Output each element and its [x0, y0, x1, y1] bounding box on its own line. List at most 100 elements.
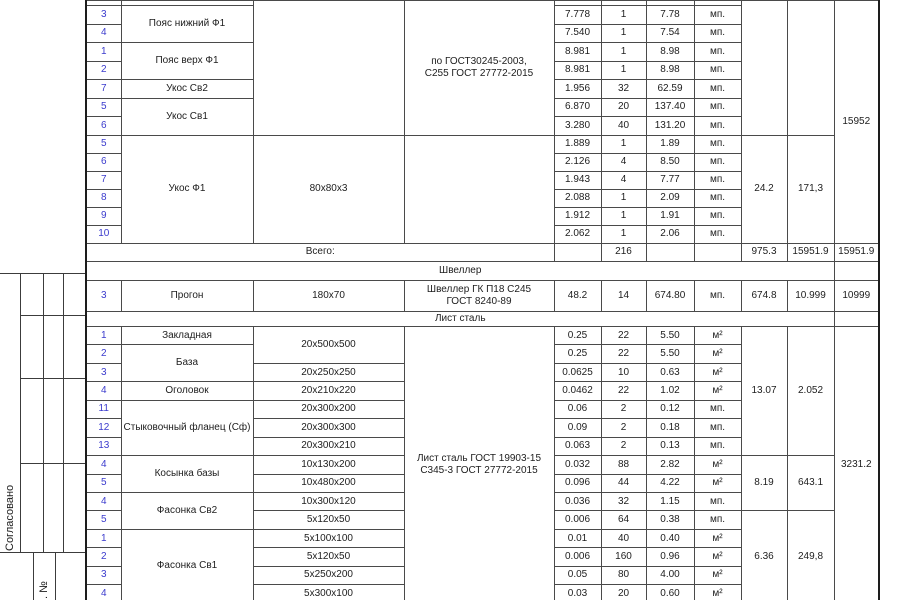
- quantity-cell: 1: [600, 23, 647, 43]
- unit-cell: м²: [693, 381, 742, 401]
- dimension-cell: 20x500x500: [252, 326, 405, 364]
- unit-cell: мп.: [693, 5, 742, 25]
- total-mass-cell: 0.96: [645, 547, 695, 567]
- position-cell: 1: [85, 528, 122, 549]
- group-grand-total-cell: 643.1: [786, 455, 835, 512]
- total-mass-cell: 62.59: [645, 79, 695, 99]
- approved-label: Согласовано: [4, 484, 16, 551]
- unit-cell: мп.: [693, 79, 742, 99]
- unit-cell: мп.: [693, 42, 742, 62]
- total-mass-cell: 1.02: [645, 381, 695, 401]
- group-grand-total-cell: 2.052: [786, 325, 835, 457]
- unit-cell: мп.: [693, 279, 742, 312]
- unit-mass-cell: 0.0625: [553, 362, 602, 383]
- total-mass-cell: 137.40: [645, 97, 695, 117]
- position-cell: 9: [85, 206, 122, 226]
- inv-number-label: . №: [38, 581, 50, 599]
- unit-cell: м²: [693, 362, 742, 383]
- section-grand-total-cell: 10999: [833, 279, 880, 312]
- position-cell: Швеллер: [85, 261, 835, 281]
- unit-mass-cell: 2.088: [553, 188, 602, 208]
- position-cell: 3: [85, 5, 122, 25]
- frame-line: [20, 273, 21, 552]
- total-mass-cell: 8.98: [645, 60, 695, 80]
- position-cell: 5: [85, 473, 122, 493]
- section-grand-total-cell: 15952: [833, 0, 880, 244]
- quantity-cell: 2: [600, 436, 647, 457]
- position-cell: 4: [85, 491, 122, 512]
- total-mass-cell: 4.22: [645, 473, 695, 493]
- total-mass-cell: 8.98: [645, 42, 695, 62]
- name-cell: Косынка базы: [120, 455, 254, 493]
- position-cell: Лист сталь: [85, 311, 835, 327]
- quantity-cell: 22: [600, 344, 647, 364]
- unit-mass-cell: 0.09: [553, 418, 602, 438]
- total-mass-cell: 0.38: [645, 510, 695, 530]
- position-cell: 7: [85, 79, 122, 99]
- position-cell: 1: [85, 325, 122, 346]
- unit-cell: мп.: [693, 399, 742, 420]
- dimension-cell: 20x210x220: [252, 381, 405, 401]
- position-cell: 2: [85, 344, 122, 364]
- quantity-cell: 216: [600, 242, 647, 262]
- group-mass-total-cell: 13.07: [740, 325, 788, 457]
- group-grand-total-cell: 15951.9: [786, 242, 835, 262]
- position-cell: 4: [85, 381, 122, 401]
- position-cell: 5: [85, 134, 122, 154]
- empty-cell: [252, 0, 405, 136]
- quantity-cell: 10: [600, 362, 647, 383]
- unit-cell: мп.: [693, 224, 742, 244]
- total-mass-cell: 0.12: [645, 399, 695, 420]
- total-mass-cell: 0.63: [645, 362, 695, 383]
- quantity-cell: 2: [600, 399, 647, 420]
- dimension-cell: 5x120x50: [252, 510, 405, 530]
- empty-cell: [833, 311, 880, 327]
- total-mass-cell: 0.60: [645, 584, 695, 600]
- dimension-cell: 180x70: [252, 279, 405, 312]
- total-mass-cell: 8.50: [645, 152, 695, 172]
- frame-line: [55, 552, 56, 600]
- quantity-cell: 2: [600, 418, 647, 438]
- section-grand-total-cell: 15951.9: [833, 242, 880, 262]
- quantity-cell: 4: [600, 170, 647, 190]
- unit-cell: мп.: [693, 418, 742, 438]
- position-cell: 3: [85, 362, 122, 383]
- unit-mass-cell: 0.0462: [553, 381, 602, 401]
- unit-mass-cell: 2.126: [553, 152, 602, 172]
- name-cell: Пояс нижний Ф1: [120, 5, 254, 43]
- dimension-cell: 20x300x210: [252, 436, 405, 457]
- dimension-cell: 10x480x200: [252, 473, 405, 493]
- dimension-cell: 5x120x50: [252, 547, 405, 567]
- unit-cell: мп.: [693, 60, 742, 80]
- quantity-cell: 160: [600, 547, 647, 567]
- unit-mass-cell: 3.280: [553, 116, 602, 136]
- quantity-cell: 1: [600, 134, 647, 154]
- frame-line: [20, 378, 85, 379]
- empty-cell: [833, 261, 880, 281]
- frame-line: [20, 315, 85, 316]
- name-cell: База: [120, 344, 254, 383]
- unit-mass-cell: 0.032: [553, 455, 602, 475]
- dimension-cell: 10x130x200: [252, 455, 405, 475]
- position-cell: 4: [85, 455, 122, 475]
- quantity-cell: 80: [600, 565, 647, 586]
- unit-cell: м²: [693, 325, 742, 346]
- position-cell: 6: [85, 152, 122, 172]
- total-mass-cell: 1.91: [645, 206, 695, 226]
- unit-mass-cell: 0.063: [553, 436, 602, 457]
- total-mass-cell: 2.06: [645, 224, 695, 244]
- unit-cell: м²: [693, 565, 742, 586]
- total-mass-cell: 0.13: [645, 436, 695, 457]
- unit-cell: мп.: [693, 97, 742, 117]
- total-mass-cell: 2.82: [645, 455, 695, 475]
- position-cell: 1: [85, 42, 122, 62]
- unit-cell: м²: [693, 473, 742, 493]
- frame-line: [0, 273, 85, 274]
- frame-line: [0, 552, 85, 553]
- unit-mass-cell: 7.778: [553, 5, 602, 25]
- position-cell: 4: [85, 23, 122, 43]
- quantity-cell: 1: [600, 188, 647, 208]
- position-cell: 7: [85, 170, 122, 190]
- section-grand-total-cell: 3231.2: [833, 326, 880, 600]
- dimension-cell: 80x80x3: [252, 134, 405, 244]
